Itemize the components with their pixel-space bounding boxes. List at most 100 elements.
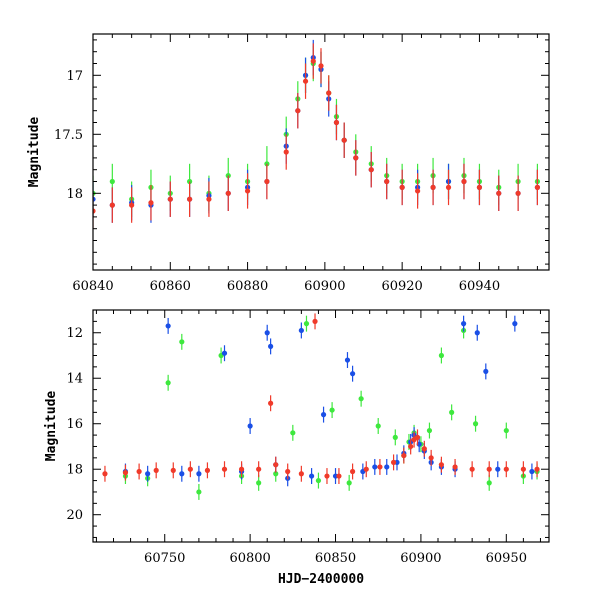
- bottom-panel-ticks: 60750 60800 60850 60900 60950 12 14 16 18 20: [66, 309, 549, 566]
- data-point-blue: [268, 343, 274, 349]
- data-point-red: [302, 78, 309, 84]
- data-point-blue: [165, 323, 171, 329]
- data-point-green: [179, 339, 185, 345]
- data-point-red: [390, 459, 397, 465]
- data-point-blue: [474, 330, 480, 336]
- data-point-blue: [264, 330, 270, 336]
- data-point-blue: [384, 464, 390, 470]
- data-point-blue: [344, 357, 351, 363]
- y-tick-label: 14: [66, 372, 83, 387]
- data-point-red: [486, 466, 492, 472]
- x-tick-label: 60900: [304, 279, 345, 294]
- data-point-red: [515, 190, 521, 196]
- data-point-red: [225, 190, 231, 196]
- data-point-red: [268, 400, 274, 406]
- data-point-red: [368, 167, 374, 173]
- data-point-red: [503, 466, 509, 472]
- data-point-red: [421, 446, 427, 452]
- data-point-red: [312, 318, 318, 324]
- x-tick-label: 60880: [227, 279, 268, 294]
- data-point-red: [153, 467, 159, 473]
- data-point-green: [290, 430, 296, 436]
- data-point-blue: [483, 368, 489, 375]
- data-point-red: [415, 188, 421, 194]
- data-point-red: [324, 473, 330, 479]
- data-point-red: [428, 455, 434, 461]
- x-tick-label: 60950: [486, 551, 527, 566]
- data-point-green: [273, 471, 279, 477]
- data-point-red: [534, 184, 541, 190]
- y-tick-label: 18: [66, 463, 83, 478]
- top-y-axis-title: Magnitude: [27, 117, 42, 188]
- bottom-panel: 60750 60800 60850 60900 60950 12 14 16 18 20 Magn…: [44, 309, 550, 587]
- data-point-red: [129, 202, 135, 208]
- y-tick-label: 12: [66, 326, 83, 341]
- data-point-red: [341, 137, 347, 143]
- data-point-green: [346, 480, 352, 486]
- data-point-red: [430, 184, 436, 190]
- data-point-red: [377, 464, 383, 470]
- data-point-red: [401, 452, 407, 459]
- data-point-red: [221, 466, 228, 472]
- top-panel-points: [93, 39, 541, 229]
- x-tick-label: 60900: [400, 551, 441, 566]
- data-point-red: [109, 202, 115, 208]
- data-point-green: [426, 427, 433, 434]
- top-panel: 60840 60860 60880 60900 60920 60940 17 17.5 18 M…: [27, 33, 550, 294]
- top-panel-frame: [92, 33, 550, 271]
- data-point-red: [122, 470, 129, 476]
- data-point-red: [273, 462, 279, 468]
- data-point-green: [358, 396, 364, 402]
- data-point-red: [206, 196, 212, 202]
- y-tick-label: 17: [66, 69, 83, 84]
- data-point-red: [136, 468, 142, 475]
- data-point-blue: [461, 321, 467, 327]
- data-point-green: [392, 434, 398, 440]
- data-point-red: [170, 467, 176, 473]
- data-point-red: [93, 208, 96, 214]
- data-point-green: [503, 427, 509, 434]
- data-point-red: [353, 155, 359, 161]
- data-point-green: [438, 352, 445, 359]
- data-point-blue: [320, 412, 327, 418]
- y-tick-label: 20: [66, 508, 83, 523]
- data-point-blue: [372, 464, 378, 470]
- data-point-blue: [309, 473, 315, 479]
- data-point-red: [476, 184, 483, 190]
- data-point-blue: [221, 350, 228, 356]
- data-point-red: [283, 149, 289, 155]
- data-point-green: [165, 380, 171, 386]
- x-tick-label: 60840: [72, 279, 113, 294]
- data-point-red: [414, 434, 421, 440]
- y-tick-label: 17.5: [54, 128, 83, 143]
- data-point-red: [187, 196, 193, 202]
- top-panel-ticks: 60840 60860 60880 60900 60920 60940 17 17.5 18: [54, 34, 549, 294]
- x-tick-label: 60750: [144, 551, 185, 566]
- data-point-red: [469, 466, 475, 472]
- data-point-green: [109, 178, 115, 185]
- data-point-green: [375, 423, 381, 429]
- data-point-red: [336, 473, 342, 479]
- data-point-red: [461, 178, 467, 185]
- data-point-green: [449, 409, 455, 415]
- data-point-red: [496, 190, 502, 196]
- bottom-x-axis-title: HJD−2400000: [278, 572, 364, 587]
- data-point-red: [238, 466, 245, 472]
- data-point-blue: [529, 468, 535, 475]
- data-point-blue: [349, 371, 356, 377]
- y-tick-label: 16: [66, 417, 83, 432]
- data-point-red: [264, 178, 270, 185]
- x-tick-label: 60850: [315, 551, 356, 566]
- data-point-green: [472, 421, 479, 427]
- data-point-red: [363, 466, 369, 472]
- data-point-green: [486, 480, 492, 486]
- data-point-red: [318, 63, 324, 69]
- data-point-red: [295, 108, 301, 114]
- x-tick-label: 60860: [150, 279, 191, 294]
- data-point-green: [264, 161, 270, 167]
- data-point-green: [315, 477, 322, 484]
- data-point-blue: [298, 327, 304, 334]
- y-tick-label: 18: [66, 187, 83, 202]
- bottom-panel-points: [102, 313, 540, 500]
- data-point-red: [298, 471, 304, 477]
